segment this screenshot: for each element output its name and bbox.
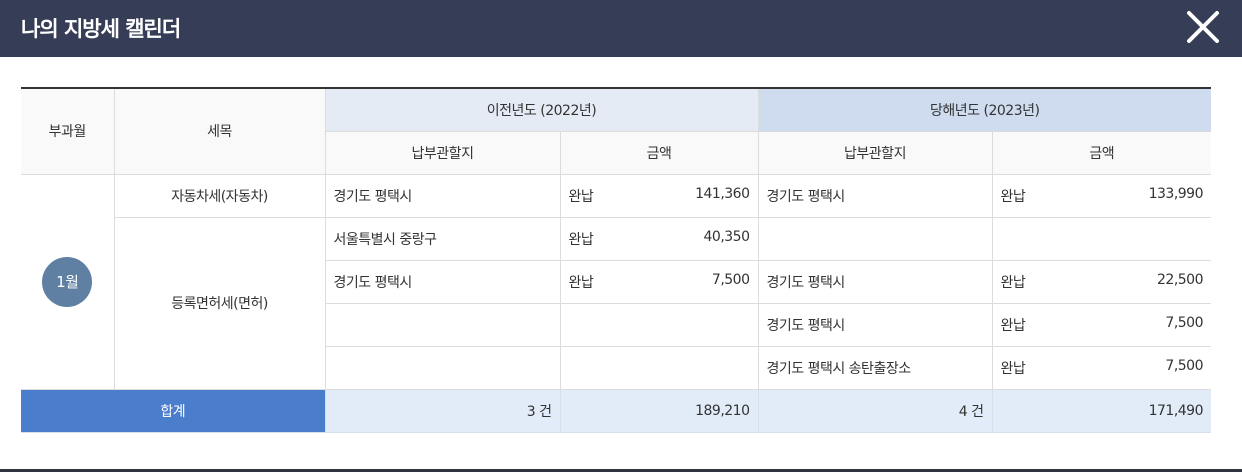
month-cell: 1월 [21,173,115,390]
cur-status: 완납 [1000,188,1026,205]
table-row: 1월 자동차세(자동차) 경기도 평택시 완납 141,360 경기도 평택시 완… [21,173,1211,390]
month-badge: 1월 [42,256,93,307]
table-row: 경기도 평택시 송탄출장소 완납 7,500 [21,345,1211,390]
prev-count: 3 건 [324,388,561,433]
prev-office: 경기도 평택시 [324,173,561,218]
table-row: 경기도 평택시 완납 7,500 [21,302,1211,347]
table-row: 등록면허세(면허) 서울특별시 중랑구 완납 40,350 [21,216,1211,390]
cur-office: 경기도 평택시 [757,302,993,347]
prev-amount-cell: 완납 141,360 [559,173,759,218]
prev-year-header: 이전년도 (2022년) [324,87,759,132]
cur-status: 완납 [1000,274,1026,291]
prev-status: 완납 [568,231,594,248]
prev-amount-cell: 완납 40,350 [559,216,759,261]
cur-sum: 171,490 [991,388,1211,433]
cur-office: 경기도 평택시 [757,259,993,304]
item-cell: 자동차세(자동차) [113,173,326,218]
prev-office [325,345,561,390]
cur-amount: 22,500 [1157,271,1204,288]
prev-office [325,302,561,347]
prev-office-header: 납부관할지 [325,130,561,175]
prev-amount-cell: 완납 7,500 [559,259,759,304]
cur-status: 완납 [1000,360,1026,377]
close-icon[interactable] [1186,10,1220,44]
modal-header: 나의 지방세 캘린더 [0,0,1242,57]
cur-amount-cell [991,216,1211,261]
total-label: 합계 [21,388,326,433]
cur-count: 4 건 [757,388,993,433]
prev-amount: 7,500 [711,271,750,288]
prev-office: 경기도 평택시 [325,259,561,304]
prev-office: 서울특별시 중랑구 [324,216,561,261]
cur-amount-cell: 완납 7,500 [991,302,1211,347]
cur-status: 완납 [1000,317,1026,334]
total-row: 합계 3 건 189,210 4 건 171,490 [21,388,1211,433]
cur-office: 경기도 평택시 송탄출장소 [757,345,993,390]
table-row: 경기도 평택시 완납 7,500 경기도 평택시 완납 22,500 [21,259,1211,304]
cur-amount-header: 금액 [991,130,1211,175]
cur-amount-cell: 완납 7,500 [991,345,1211,390]
cur-amount-cell: 완납 22,500 [991,259,1211,304]
prev-sum: 189,210 [559,388,759,433]
cur-amount: 7,500 [1165,357,1203,374]
prev-amount-cell [559,345,759,390]
prev-status: 완납 [568,188,594,205]
prev-amount-cell [559,302,759,347]
tax-calendar-table: 부과월 세목 이전년도 (2022년) 당해년도 (2023년) 납부관할지 금… [21,87,1211,433]
modal-title: 나의 지방세 캘린더 [21,17,181,41]
prev-status: 완납 [568,274,594,291]
item-cell: 등록면허세(면허) [114,216,326,390]
cur-year-header: 당해년도 (2023년) [757,87,1211,132]
col-month-header: 부과월 [21,87,115,175]
cur-amount: 7,500 [1165,314,1203,331]
col-item-header: 세목 [113,87,326,175]
cur-amount: 133,990 [1148,185,1204,202]
prev-amount-header: 금액 [559,130,759,175]
cur-office: 경기도 평택시 [757,173,993,218]
prev-amount: 40,350 [703,228,751,245]
bottom-divider [0,469,1242,472]
cur-amount-cell: 완납 133,990 [991,173,1211,218]
cur-office-header: 납부관할지 [757,130,993,175]
cur-office [757,216,993,261]
prev-amount: 141,360 [695,185,750,202]
